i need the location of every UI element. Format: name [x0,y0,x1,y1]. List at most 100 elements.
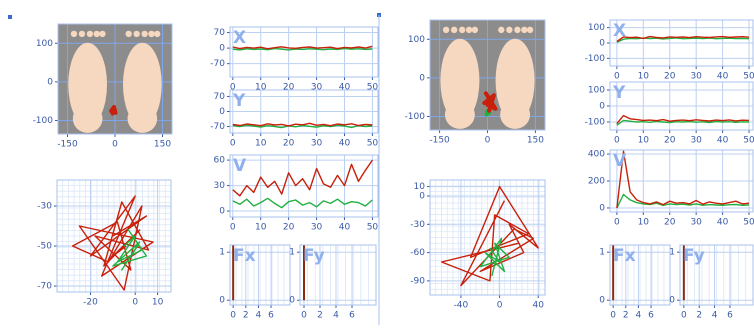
handle [8,15,12,19]
x-tick-label: 40 [717,136,729,146]
x-tick-label: 0 [230,139,236,149]
y-tick-label: -60 [410,248,425,258]
y-tick-label: 0 [599,39,605,49]
x-tick-label: 0 [610,311,616,321]
x-tick-label: 0 [681,311,687,321]
x-tick-label: 0 [301,311,307,321]
x-tick-label: 0 [485,136,491,146]
toe [79,31,85,37]
y-tick-label: 100 [36,39,53,49]
chart-label: Fx [613,246,636,266]
x-tick-label: 0 [112,140,118,150]
x-tick-label: 10 [638,218,650,228]
x-tick-label: 30 [311,139,323,149]
y-tick-label: 0 [47,77,53,87]
y-tick-label: 0 [419,73,425,83]
y-tick-label: 1 [289,248,295,258]
toe [521,27,527,33]
y-tick-label: 0 [219,207,225,217]
x-tick-label: 10 [152,298,164,308]
chart-label: Fx [233,246,256,266]
chart-panel: 100246Fx [599,245,670,321]
y-tick-label: 100 [588,23,605,33]
x-tick-label: 10 [638,72,650,82]
x-tick-label: 4 [333,311,339,321]
toe [466,27,472,33]
x-tick-label: 6 [349,311,355,321]
y-tick-label: -70 [210,122,225,132]
x-tick-label: 0 [497,301,503,311]
y-tick-label: -70 [210,59,225,69]
x-tick-label: 40 [717,218,729,228]
toe [506,27,512,33]
x-tick-label: 6 [727,311,733,321]
y-tick-label: -90 [410,276,425,286]
toe [87,31,93,37]
plot-background [230,27,378,77]
x-tick-label: 50 [743,72,754,82]
y-tick-label: 1 [669,248,675,258]
x-tick-label: 6 [268,311,274,321]
toe [451,27,457,33]
chart-label: Y [232,91,246,111]
x-tick-label: 10 [255,223,267,233]
y-tick-label: 30 [214,181,226,191]
chart-panel: 1000-10001020304050X [585,20,754,82]
x-tick-label: 4 [712,311,718,321]
y-tick-label: 0 [289,296,295,306]
y-tick-label: 70 [214,28,226,38]
y-tick-label: 0 [219,296,225,306]
y-tick-label: 70 [214,92,226,102]
chart-label: Y [612,83,626,103]
x-tick-label: 20 [283,139,295,149]
x-tick-label: -40 [454,301,469,311]
x-tick-label: 50 [367,139,379,149]
y-tick-label: -50 [37,242,52,252]
y-tick-label: 100 [588,86,605,96]
toe [472,27,478,33]
x-tick-label: 20 [664,218,676,228]
foot-heel [445,100,475,129]
toe [154,31,160,37]
y-tick-label: -70 [37,282,52,292]
chart-label: X [233,28,246,48]
y-tick-label: 400 [588,150,605,160]
chart-panel: 100246Fy [669,245,753,321]
x-tick-label: 50 [367,223,379,233]
x-tick-label: 40 [339,139,351,149]
y-tick-label: 1 [219,248,225,258]
y-tick-label: 0 [219,44,225,54]
y-tick-label: 1 [599,248,605,258]
toe [527,27,533,33]
x-tick-label: 2 [696,311,702,321]
chart-panel: 1000-10001020304050Y [585,82,754,146]
trajectory-line [111,107,115,114]
x-tick-label: 10 [638,136,650,146]
y-tick-label: 0 [419,192,425,202]
chart-label: Fy [303,246,325,266]
x-tick-label: 0 [230,311,236,321]
x-tick-label: 20 [664,72,676,82]
y-tick-label: 0 [669,296,675,306]
x-tick-label: 4 [256,311,262,321]
x-tick-label: 6 [648,311,654,321]
x-tick-label: 0 [614,136,620,146]
chart-label: Fy [683,246,705,266]
foot-heel [500,100,530,129]
y-tick-label: -30 [37,202,52,212]
y-tick-label: 0 [599,102,605,112]
x-tick-label: 30 [690,218,702,228]
y-tick-label: 0 [599,296,605,306]
y-tick-label: 0 [219,107,225,117]
chart-panel: 100-30-60-90-40040 [410,180,545,311]
y-tick-label: -100 [585,54,606,64]
x-tick-label: 4 [636,311,642,321]
toe [133,31,139,37]
x-tick-label: 40 [339,223,351,233]
x-tick-label: 0 [230,223,236,233]
toe [148,31,154,37]
x-tick-label: 40 [717,72,729,82]
